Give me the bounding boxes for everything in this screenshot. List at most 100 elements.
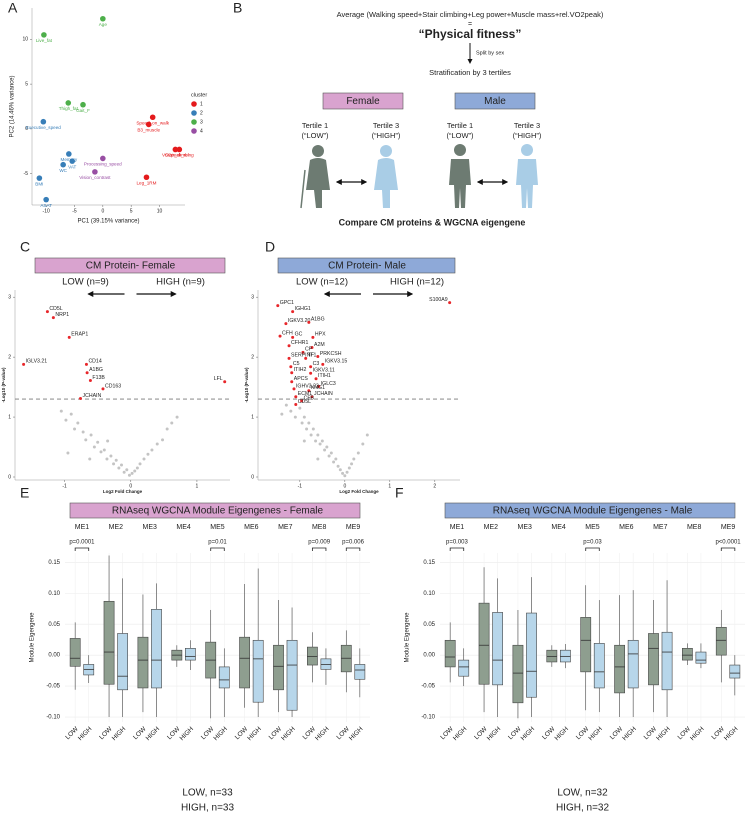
point-label: JCHAIN bbox=[82, 393, 101, 399]
point bbox=[311, 427, 315, 431]
point-label: ECM1 bbox=[298, 391, 313, 397]
y-tick-label: -0.10 bbox=[421, 715, 435, 721]
point bbox=[307, 421, 311, 425]
point bbox=[67, 335, 71, 339]
facet-label: ME8 bbox=[687, 524, 702, 531]
x-tick-label: 1 bbox=[388, 483, 391, 489]
tertile: Tertile 3 bbox=[373, 121, 399, 130]
facet-label: ME3 bbox=[143, 524, 158, 531]
point bbox=[290, 371, 294, 375]
footnote: LOW, n=33 bbox=[182, 788, 233, 799]
x-tick-label: HIGH bbox=[77, 725, 94, 742]
point bbox=[81, 430, 85, 434]
box bbox=[526, 612, 537, 698]
point-label: Live_fat bbox=[36, 38, 53, 43]
point bbox=[293, 415, 297, 419]
point bbox=[78, 396, 82, 400]
point bbox=[122, 470, 126, 474]
box bbox=[444, 639, 456, 668]
box bbox=[682, 648, 693, 661]
y-axis-label: -Log10 (P-value) bbox=[1, 367, 6, 403]
point bbox=[290, 380, 294, 384]
point bbox=[294, 402, 298, 406]
x-tick-label: HIGH bbox=[348, 725, 365, 742]
point bbox=[65, 100, 72, 106]
point bbox=[117, 466, 121, 470]
y-tick-label: 0.10 bbox=[48, 591, 60, 597]
tertile: Tertile 1 bbox=[302, 121, 328, 130]
box bbox=[185, 648, 196, 661]
point bbox=[84, 438, 88, 442]
point bbox=[352, 457, 356, 461]
x-tick-label: 1 bbox=[196, 483, 199, 489]
point-label: ERAP1 bbox=[71, 332, 88, 338]
x-tick-label: 0 bbox=[343, 483, 346, 489]
y-tick-label: 2 bbox=[8, 354, 11, 360]
point-label: C3 bbox=[313, 361, 320, 367]
box bbox=[512, 644, 524, 704]
group-label: HIGH (n=9) bbox=[156, 277, 205, 288]
point bbox=[307, 389, 311, 393]
tertile: Tertile 1 bbox=[447, 121, 473, 130]
p-bracket bbox=[311, 547, 327, 551]
point-label: Vision_contrast bbox=[79, 175, 111, 180]
box bbox=[661, 631, 673, 691]
x-tick-label: HIGH bbox=[554, 725, 571, 742]
facet-label: ME9 bbox=[721, 524, 736, 531]
point-label: C5 bbox=[293, 361, 300, 367]
point bbox=[143, 174, 150, 181]
point-label: A1BG bbox=[89, 367, 103, 373]
y-tick-label: 0.00 bbox=[423, 653, 435, 659]
point bbox=[45, 310, 49, 314]
y-tick-label: 1 bbox=[251, 414, 254, 420]
facet-label: ME6 bbox=[619, 524, 634, 531]
equals: = bbox=[468, 21, 472, 28]
x-axis-label: Log2 Fold Change bbox=[103, 489, 143, 494]
point-label: IGKV3.11 bbox=[313, 368, 335, 374]
y-tick-label: -5 bbox=[24, 171, 29, 177]
facet-label: ME7 bbox=[278, 524, 293, 531]
point bbox=[130, 471, 134, 475]
p-bracket bbox=[585, 547, 600, 551]
x-tick-label: HIGH bbox=[587, 725, 604, 742]
group-label: LOW (n=9) bbox=[62, 277, 109, 288]
box bbox=[580, 617, 592, 673]
point bbox=[76, 421, 80, 425]
x-tick-label: HIGH bbox=[246, 725, 263, 742]
x-tick-label: HIGH bbox=[111, 725, 128, 742]
person-high-male bbox=[516, 144, 538, 208]
point bbox=[66, 451, 70, 455]
facet-label: ME1 bbox=[75, 524, 90, 531]
point-label: CD163 bbox=[105, 383, 121, 389]
y-tick-label: 0.05 bbox=[423, 622, 435, 628]
y-tick-label: 2 bbox=[251, 354, 254, 360]
point-label: VO2peak_rel bbox=[162, 153, 189, 158]
point bbox=[88, 457, 92, 461]
panel-letter: B bbox=[233, 0, 242, 16]
point-label: Executive_speed bbox=[26, 125, 61, 130]
point bbox=[105, 457, 109, 461]
facet-label: ME4 bbox=[551, 524, 566, 531]
chart-title: RNAseq WGCNA Module Eigengenes - Female bbox=[112, 506, 324, 517]
x-axis-label: PC1 (39.15% variance) bbox=[77, 219, 139, 225]
point bbox=[99, 450, 103, 454]
point bbox=[102, 448, 106, 452]
point-label: CFHR1 bbox=[291, 340, 308, 346]
point-label: TF bbox=[308, 353, 314, 359]
point bbox=[170, 421, 174, 425]
x-tick-label: -1 bbox=[62, 483, 67, 489]
point bbox=[302, 439, 306, 443]
point bbox=[161, 438, 165, 442]
point bbox=[347, 466, 351, 470]
x-tick-label: HIGH bbox=[452, 725, 469, 742]
footnote: HIGH, n=33 bbox=[181, 803, 235, 814]
point bbox=[43, 196, 49, 203]
x-tick-label: HIGH bbox=[689, 725, 706, 742]
female-box bbox=[322, 92, 404, 110]
footnote: HIGH, n=32 bbox=[556, 803, 610, 814]
point bbox=[69, 158, 76, 164]
point-label: Stair_climbing bbox=[165, 153, 194, 158]
point bbox=[289, 365, 293, 369]
point bbox=[289, 409, 293, 413]
point bbox=[309, 371, 313, 375]
